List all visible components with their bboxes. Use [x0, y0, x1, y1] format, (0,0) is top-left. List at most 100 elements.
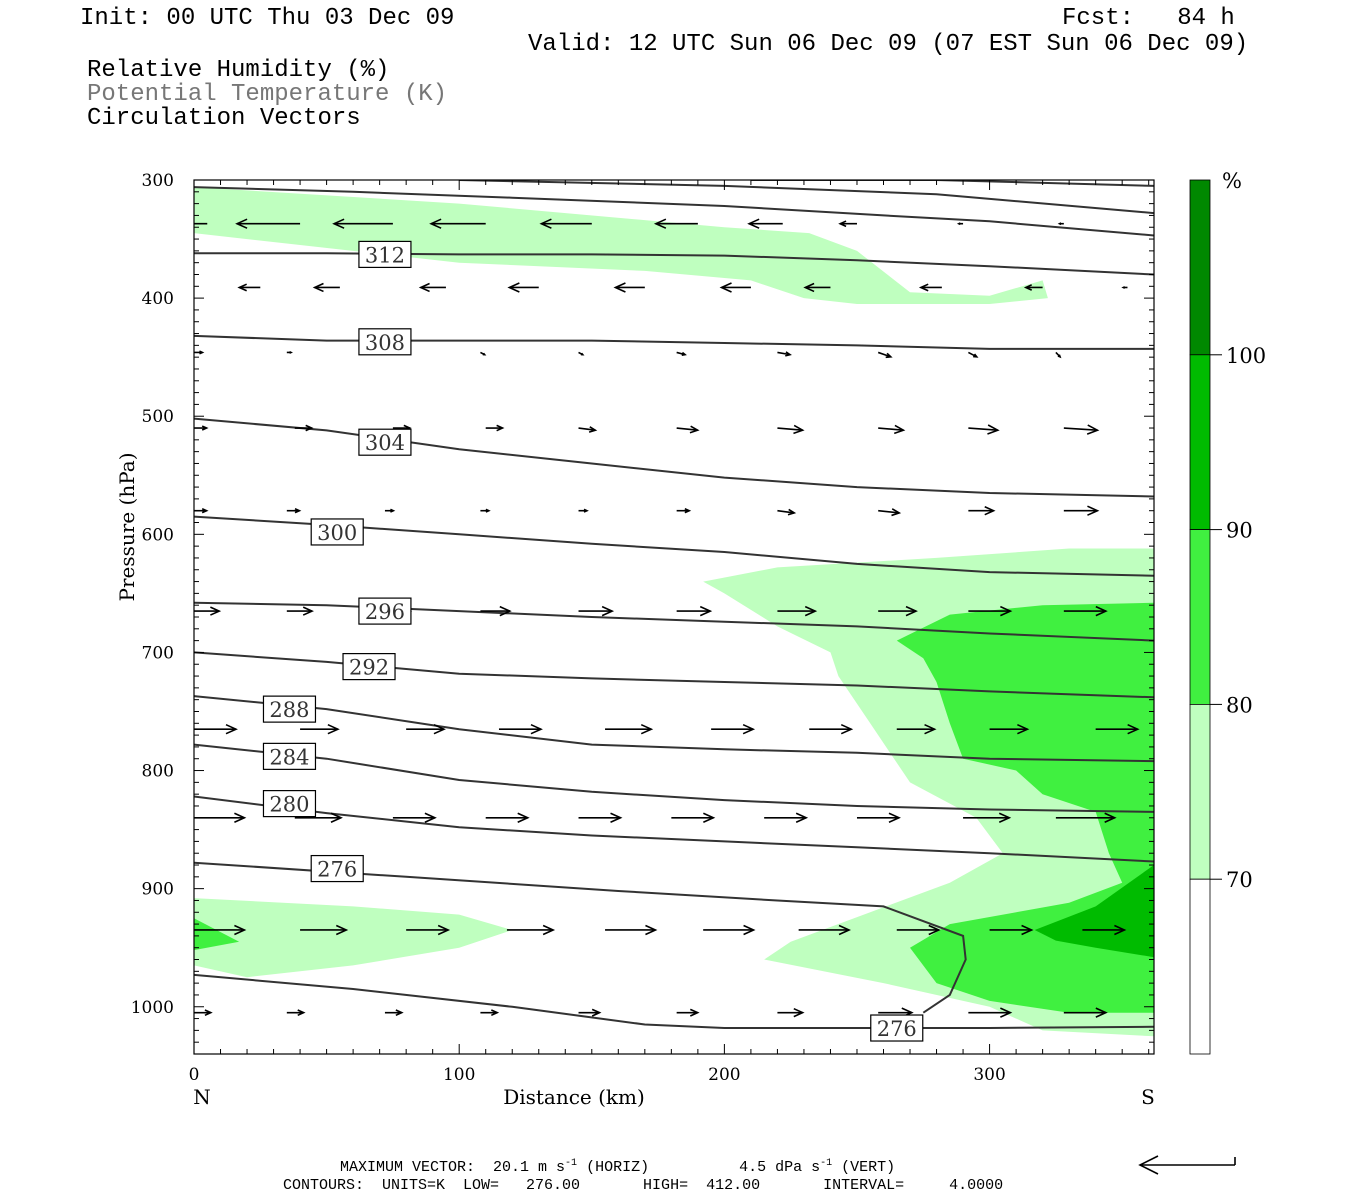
wind-vector-head — [433, 723, 446, 735]
theta-label-box — [358, 328, 412, 356]
wind-vector-head — [199, 350, 205, 355]
wind-vector — [719, 282, 751, 293]
field-rh-label: Relative Humidity (%) — [87, 57, 390, 84]
x-tick-label: 0 — [189, 1065, 200, 1085]
wind-vector — [384, 1009, 404, 1017]
wind-vector — [747, 218, 783, 229]
wind-vector — [480, 508, 491, 513]
wind-vector — [711, 723, 756, 735]
theta-label-box — [358, 240, 412, 269]
wind-vector-head — [234, 812, 247, 824]
wind-vector — [507, 282, 539, 293]
wind-vector-head — [499, 605, 512, 617]
wind-vector-head — [987, 424, 1000, 435]
wind-vector — [237, 283, 261, 292]
wind-vector-head — [984, 506, 996, 516]
wind-vector-head — [482, 352, 487, 356]
colorbar-unit: % — [1222, 169, 1242, 193]
wind-vector — [332, 218, 393, 229]
wind-vector-shaft — [1063, 427, 1098, 432]
wind-vector — [1055, 351, 1062, 359]
wind-vector-head — [840, 723, 854, 735]
max-vector-legend: MAXIMUM VECTOR: 20.1 m s-1 (HORIZ) 4.5 d… — [340, 1158, 895, 1176]
wind-vector-head — [302, 606, 314, 616]
wind-vector-head — [418, 282, 430, 293]
wind-vector-head — [507, 282, 520, 293]
wind-vector — [956, 222, 964, 226]
wind-vector-head — [689, 1008, 700, 1017]
wind-vector — [856, 812, 901, 824]
wind-vector-head — [1087, 505, 1100, 516]
wind-vector — [838, 220, 857, 228]
wind-vector — [286, 606, 314, 616]
wind-vector — [777, 605, 818, 617]
max-vector-vert-value: 4.5 dPa s — [739, 1159, 821, 1176]
wind-vector-head — [973, 353, 979, 358]
wind-vector-head — [517, 812, 530, 824]
wind-vector — [968, 424, 1000, 435]
wind-vector-head — [327, 723, 340, 735]
wind-vector — [578, 605, 615, 617]
theta-label-box — [358, 428, 412, 456]
wind-vector-head — [684, 507, 692, 514]
wind-vector — [578, 1008, 602, 1017]
wind-vector — [480, 1009, 500, 1017]
wind-vector — [286, 507, 302, 514]
wind-vector — [671, 812, 716, 824]
wind-vector-head — [204, 1009, 213, 1017]
wind-vector — [578, 351, 585, 356]
wind-vector — [989, 723, 1030, 735]
wind-vector — [1055, 812, 1117, 824]
wind-vector — [963, 812, 1012, 824]
x-tick-label: 100 — [443, 1065, 475, 1085]
wind-vector-shaft — [578, 427, 596, 432]
wind-vector — [429, 218, 486, 229]
wind-vector — [989, 924, 1034, 936]
wind-vector — [1063, 1007, 1108, 1018]
wind-vector-head — [613, 282, 626, 293]
wind-vector-shaft — [777, 509, 795, 514]
wind-vector-head — [140, 219, 150, 228]
wind-vector — [384, 508, 396, 513]
theta-label-box — [310, 854, 364, 883]
valid-time: Valid: 12 UTC Sun 06 Dec 09 (07 EST Sun … — [528, 31, 1249, 58]
theta-label-box — [358, 597, 412, 625]
wind-vector — [878, 605, 918, 617]
wind-vector — [676, 605, 713, 617]
wind-vector — [140, 219, 208, 228]
wind-vector-head — [294, 507, 302, 514]
wind-vector — [194, 723, 238, 735]
wind-vector — [194, 350, 205, 355]
wind-vector — [312, 282, 340, 293]
rh-region-70-0 — [194, 187, 1048, 304]
theta-contour-276-1 — [194, 973, 1154, 1029]
wind-vector-head — [201, 425, 209, 431]
wind-vector-head — [918, 283, 929, 292]
wind-vector-head — [928, 924, 941, 936]
wind-vector — [235, 218, 301, 229]
wind-vector-head — [785, 351, 792, 357]
wind-vector — [764, 812, 809, 824]
theta-contour-304-8 — [194, 417, 1154, 498]
wind-vector-head — [210, 606, 222, 616]
rh-region-80-2 — [194, 918, 240, 951]
x-end-label-north: N — [193, 1085, 211, 1109]
colorbar-label: 90 — [1226, 519, 1253, 543]
wind-vector-head — [803, 282, 815, 293]
wind-vector-shaft — [877, 351, 892, 358]
wind-vector — [194, 606, 222, 616]
wind-vector-head — [1127, 723, 1140, 735]
colorbar-segment — [1189, 529, 1211, 705]
wind-vector — [294, 424, 314, 432]
wind-vector — [918, 283, 942, 292]
max-vector-horiz-value: MAXIMUM VECTOR: 20.1 m s — [340, 1159, 566, 1176]
y-tick-label: 1000 — [131, 998, 174, 1018]
theta-label-box — [310, 518, 364, 546]
wind-vector — [1082, 924, 1127, 936]
theta-label: 280 — [269, 793, 309, 817]
wind-vector — [286, 351, 293, 354]
wind-vector-head — [793, 424, 805, 435]
wind-vector-head — [312, 282, 324, 293]
y-tick-label: 500 — [142, 407, 174, 427]
wind-vector-head — [234, 924, 247, 936]
